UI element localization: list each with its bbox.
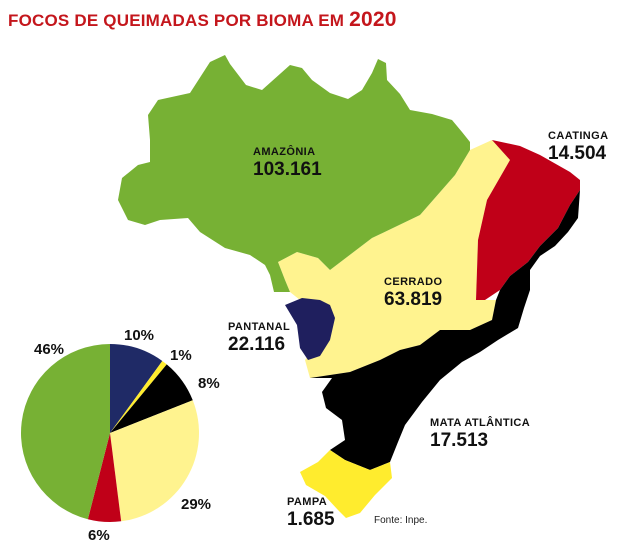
biome-pantanal-region [285, 298, 335, 360]
biome-caatinga-region [476, 140, 580, 300]
biome-pampa-region [300, 450, 392, 518]
pie-label-cerrado: 29% [181, 496, 212, 513]
pie-slice-cerrado [110, 400, 200, 522]
biome-cerrado-region [278, 140, 510, 378]
label-pampa: PAMPA 1.685 [287, 496, 335, 530]
biome-amazonia-region [118, 55, 470, 292]
label-pantanal-name: PANTANAL [228, 321, 291, 333]
pie-label-pantanal: 10% [124, 327, 155, 344]
label-mata-atlantica-name: MATA ATLÂNTICA [430, 417, 531, 429]
label-pantanal-value: 22.116 [228, 334, 286, 355]
biome-mata-atlantica-region [310, 190, 580, 470]
pie-label-mata-atlantica: 8% [198, 375, 220, 392]
source-note: Fonte: Inpe. [374, 515, 428, 526]
label-pampa-value: 1.685 [287, 509, 335, 530]
pie-slice-amaznia [20, 344, 111, 520]
pie-label-amazonia: 46% [34, 341, 65, 358]
label-cerrado: CERRADO 63.819 [384, 276, 443, 310]
map-title: FOCOS DE QUEIMADAS POR BIOMA EM 2020 [8, 8, 397, 32]
pie-slice-mataatlntica [110, 364, 193, 433]
label-cerrado-name: CERRADO [384, 276, 443, 288]
label-amazonia-value: 103.161 [253, 159, 322, 180]
label-caatinga-value: 14.504 [548, 143, 607, 164]
pie-slice-caatinga [87, 433, 122, 522]
pie-slice-pantanal [110, 344, 163, 433]
map-title-year: 2020 [349, 8, 397, 31]
pie-label-caatinga: 6% [88, 527, 110, 544]
label-amazonia: AMAZÔNIA 103.161 [253, 146, 322, 180]
pie-label-pampa: 1% [170, 347, 192, 364]
label-mata-atlantica-value: 17.513 [430, 430, 489, 451]
label-pantanal: PANTANAL 22.116 [228, 321, 291, 355]
label-pampa-name: PAMPA [287, 496, 328, 508]
label-mata-atlantica: MATA ATLÂNTICA 17.513 [430, 417, 531, 451]
label-caatinga-name: CAATINGA [548, 130, 609, 142]
label-amazonia-name: AMAZÔNIA [253, 146, 316, 158]
pie-slice-pampa [110, 360, 167, 433]
map-title-text: FOCOS DE QUEIMADAS POR BIOMA EM [8, 11, 350, 30]
label-caatinga: CAATINGA 14.504 [548, 130, 609, 164]
label-cerrado-value: 63.819 [384, 289, 443, 310]
